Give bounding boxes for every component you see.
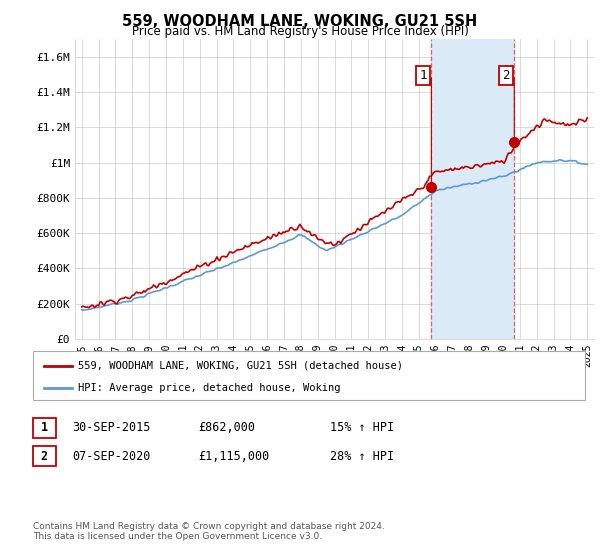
Text: £1,115,000: £1,115,000 [198, 450, 269, 463]
Bar [431, 39, 514, 339]
Text: 30-SEP-2015: 30-SEP-2015 [72, 421, 151, 435]
Text: 559, WOODHAM LANE, WOKING, GU21 5SH (detached house): 559, WOODHAM LANE, WOKING, GU21 5SH (det… [78, 361, 403, 371]
Text: 2: 2 [502, 69, 509, 82]
Text: 28% ↑ HPI: 28% ↑ HPI [330, 450, 394, 463]
Text: 2: 2 [41, 450, 48, 463]
Text: Contains HM Land Registry data © Crown copyright and database right 2024.
This d: Contains HM Land Registry data © Crown c… [33, 522, 385, 542]
Text: HPI: Average price, detached house, Woking: HPI: Average price, detached house, Woki… [78, 383, 341, 393]
Text: 07-SEP-2020: 07-SEP-2020 [72, 450, 151, 463]
Text: 1: 1 [41, 421, 48, 435]
Text: 559, WOODHAM LANE, WOKING, GU21 5SH: 559, WOODHAM LANE, WOKING, GU21 5SH [122, 14, 478, 29]
Text: 15% ↑ HPI: 15% ↑ HPI [330, 421, 394, 435]
Text: Price paid vs. HM Land Registry's House Price Index (HPI): Price paid vs. HM Land Registry's House … [131, 25, 469, 38]
Text: 1: 1 [419, 69, 427, 82]
Text: £862,000: £862,000 [198, 421, 255, 435]
